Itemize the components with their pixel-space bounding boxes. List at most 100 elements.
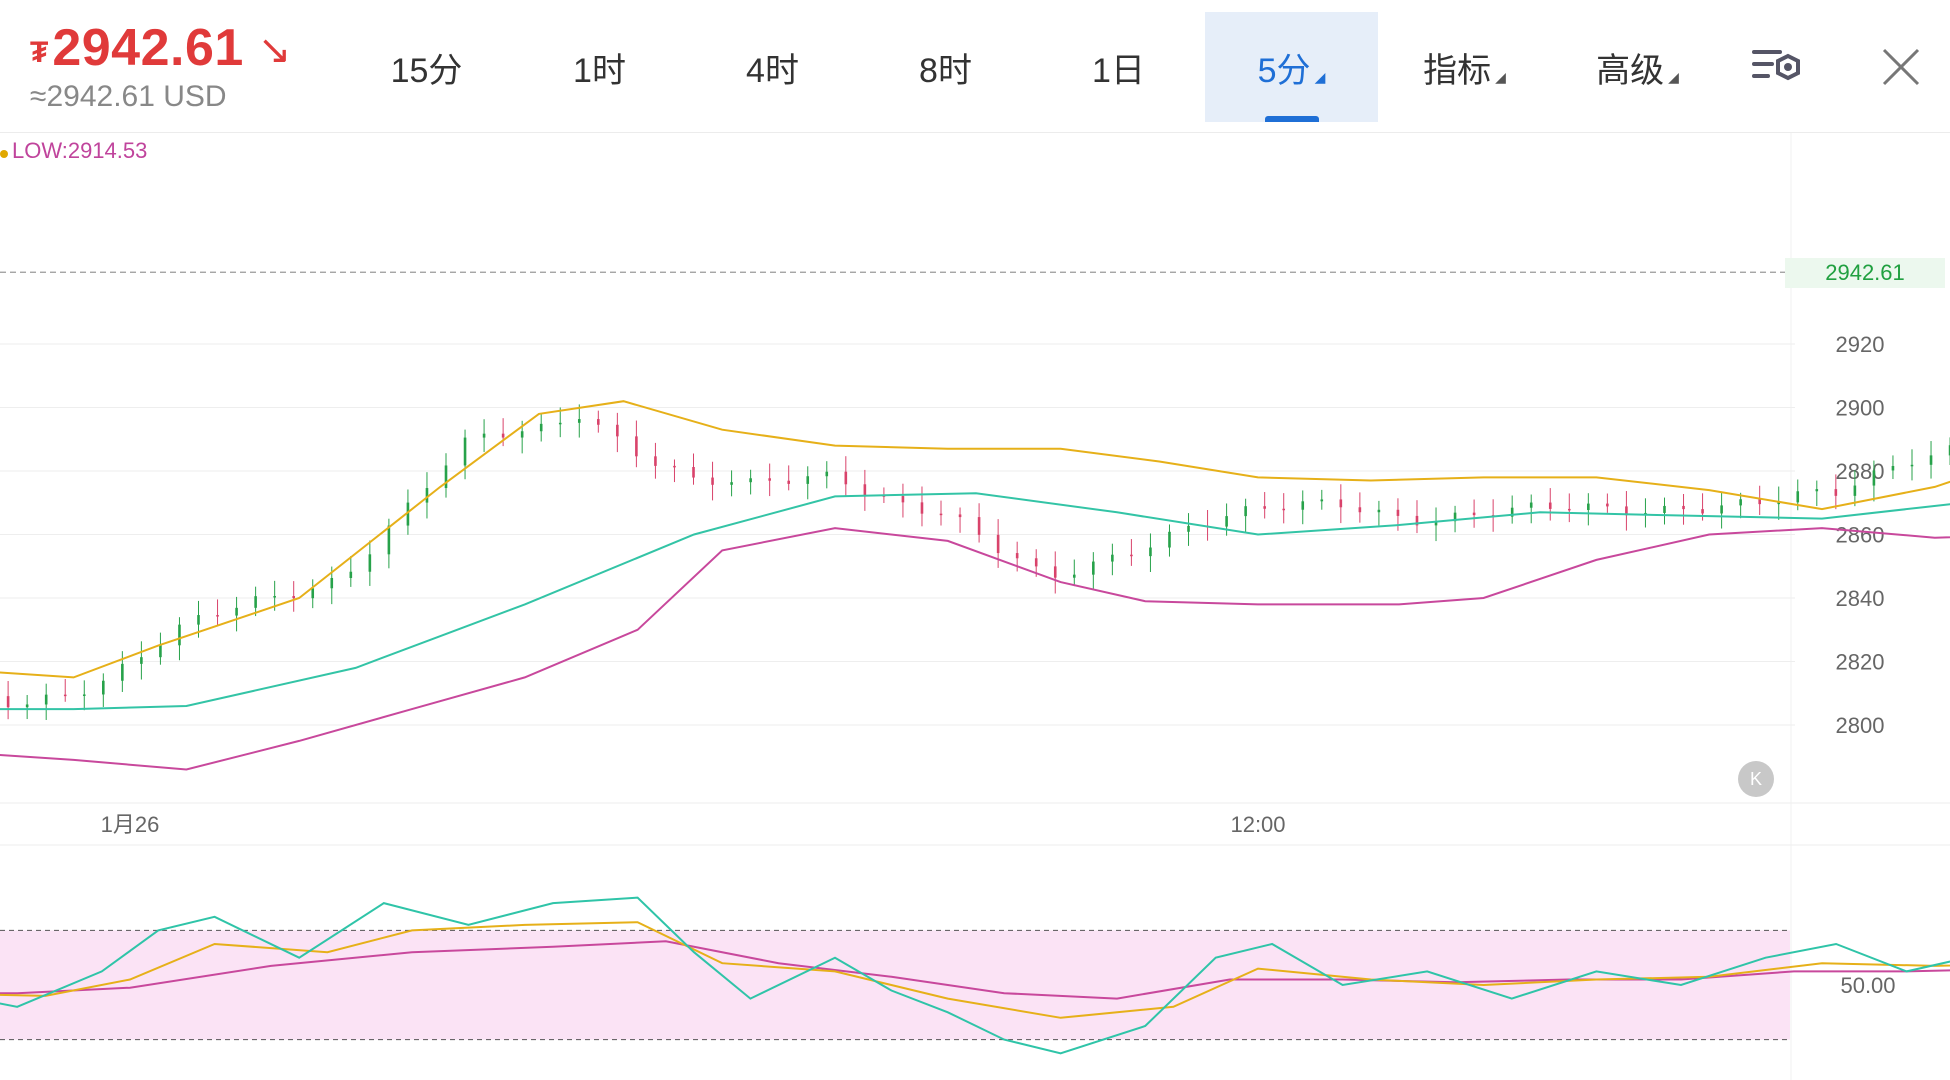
dropdown-caret-icon: ◢ [1314,68,1326,85]
candle-body [1168,531,1171,548]
bollinger-upper-line [0,400,1950,679]
candle-body [368,554,372,572]
candle-body [787,480,791,484]
candle-body [901,496,905,503]
trend-down-icon: ↘ [257,28,292,72]
timeframe-tabs: 15分 1时 4时 8时 1日 5分 ◢ 指标 ◢ 高级 ◢ [340,12,1724,122]
usd-price: ≈2942.61 USD [30,80,227,113]
candle-body [102,680,105,695]
candle-body [1092,561,1095,575]
candle-body [616,424,619,437]
candle-body [1111,554,1114,562]
candle-body [806,476,810,484]
candle-body [920,502,924,514]
candle-body [501,433,505,438]
tab-3[interactable]: 8时 [859,12,1032,122]
tab-2[interactable]: 4时 [686,12,859,122]
y-tick-label: 2820 [1836,650,1885,675]
candle-body [25,704,29,708]
y-tick-label: 2920 [1836,332,1885,357]
candle-body [1625,506,1628,516]
candle-body [711,477,714,485]
chart-settings-icon[interactable] [1748,42,1808,92]
candle-body [1872,470,1876,486]
rsi-tick-label: 50.00 [1840,973,1895,998]
candle-body [939,513,943,516]
bollinger-info-label: LOW:2914.53 [0,138,147,164]
candle-body [1720,505,1723,514]
candle-body [768,478,771,481]
candle-body [863,484,867,496]
candle-body [63,694,67,697]
rsi-line-fast [0,896,1950,1055]
candle-body [977,517,981,535]
tab-0[interactable]: 15分 [340,12,513,122]
dropdown-caret-icon: ◢ [1495,68,1506,85]
candle-body [539,423,543,432]
candle-body [1548,502,1552,509]
candle-body [1834,489,1838,496]
candle-body [444,465,448,489]
candle-body [1796,491,1800,503]
currency-symbol: ₮ [30,36,49,69]
candle-body [159,645,162,658]
tab-label: 5分 [1257,51,1311,90]
tab-label: 15分 [390,51,463,90]
candle-body [825,471,829,477]
candle-body [1739,499,1742,506]
candle-body [1149,547,1152,557]
tab-4[interactable]: 1日 [1032,12,1205,122]
candle-body [558,422,562,425]
candle-body [1777,502,1781,505]
candle-body [577,419,581,423]
candle-body [1130,554,1133,557]
candle-body [1415,515,1419,526]
tab-label: 指标 [1423,51,1492,90]
y-tick-label: 2860 [1836,523,1885,548]
current-price-badge: 2942.61 [1785,258,1945,288]
candle-body [1053,566,1057,578]
candle-body [387,525,391,555]
price-block: ₮ 2942.61 ↘ ≈2942.61 USD [30,18,291,114]
candle-body [844,471,848,485]
candle-body [82,694,86,696]
kline-chart[interactable]: 28002820284028602880290029201月2612:0016:… [0,133,1950,1080]
candle-body [121,663,124,681]
current-price: 2942.61 [52,19,244,77]
candle-body [254,596,257,608]
candle-body [425,488,429,503]
candle-body [1244,506,1247,517]
candle-body [1701,509,1704,514]
tab-7[interactable]: 高级 ◢ [1551,12,1724,122]
candle-body [1453,512,1457,522]
candle-body [1015,553,1019,559]
tab-label: 1日 [1092,51,1145,90]
tab-label: 1时 [573,51,626,90]
close-icon[interactable] [1878,44,1924,90]
low-value: LOW:2914.53 [12,138,148,163]
candle-body [140,657,143,664]
top-toolbar: ₮ 2942.61 ↘ ≈2942.61 USD 15分 1时 4时 8时 1日 5分 ◢ 指… [0,0,1950,133]
candle-body [1263,506,1266,509]
tab-5[interactable]: 5分 ◢ [1205,12,1378,122]
candle-body [1587,503,1590,510]
candle-body [1663,505,1666,513]
dropdown-caret-icon: ◢ [1668,68,1679,85]
bollinger-middle-line [0,492,1950,711]
rsi-line-mid [0,921,1950,1019]
tab-6[interactable]: 指标 ◢ [1378,12,1551,122]
x-tick-label: 12:00 [1230,812,1285,837]
tab-1[interactable]: 1时 [513,12,686,122]
candle-body [692,466,695,478]
candle-body [1472,512,1476,516]
candle-body [749,478,752,483]
y-tick-label: 2880 [1836,459,1885,484]
candle-body [1358,507,1362,513]
candle-body [1929,455,1933,465]
scroll-to-latest-button[interactable]: K [1738,761,1774,797]
candle-body [1529,502,1533,508]
candle-body [958,514,962,518]
candle-body [292,596,295,599]
candle-body [1758,499,1761,505]
candle-body [216,615,219,617]
